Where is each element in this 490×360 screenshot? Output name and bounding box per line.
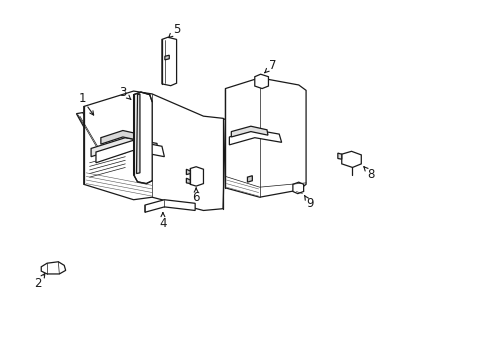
Polygon shape (84, 91, 225, 211)
Polygon shape (293, 182, 304, 194)
Polygon shape (255, 74, 269, 89)
Polygon shape (134, 92, 152, 184)
Text: 8: 8 (368, 168, 375, 181)
Polygon shape (338, 153, 342, 159)
Polygon shape (101, 131, 144, 144)
Polygon shape (186, 169, 190, 175)
Polygon shape (165, 55, 169, 60)
Polygon shape (186, 178, 190, 184)
Polygon shape (91, 138, 157, 157)
Text: 4: 4 (159, 216, 167, 230)
Text: 9: 9 (306, 197, 314, 210)
Polygon shape (76, 113, 107, 158)
Polygon shape (162, 37, 176, 86)
Polygon shape (96, 140, 164, 163)
Text: 3: 3 (120, 86, 127, 99)
Text: 6: 6 (193, 192, 200, 204)
Text: 1: 1 (78, 93, 86, 105)
Polygon shape (41, 262, 66, 274)
Polygon shape (225, 78, 306, 197)
Polygon shape (231, 126, 268, 137)
Polygon shape (229, 130, 282, 145)
Text: 7: 7 (269, 59, 276, 72)
Polygon shape (145, 200, 195, 212)
Text: 5: 5 (173, 23, 181, 36)
Polygon shape (342, 151, 361, 167)
Polygon shape (247, 176, 252, 182)
Polygon shape (137, 94, 140, 174)
Polygon shape (190, 167, 203, 186)
Text: 2: 2 (34, 277, 42, 290)
